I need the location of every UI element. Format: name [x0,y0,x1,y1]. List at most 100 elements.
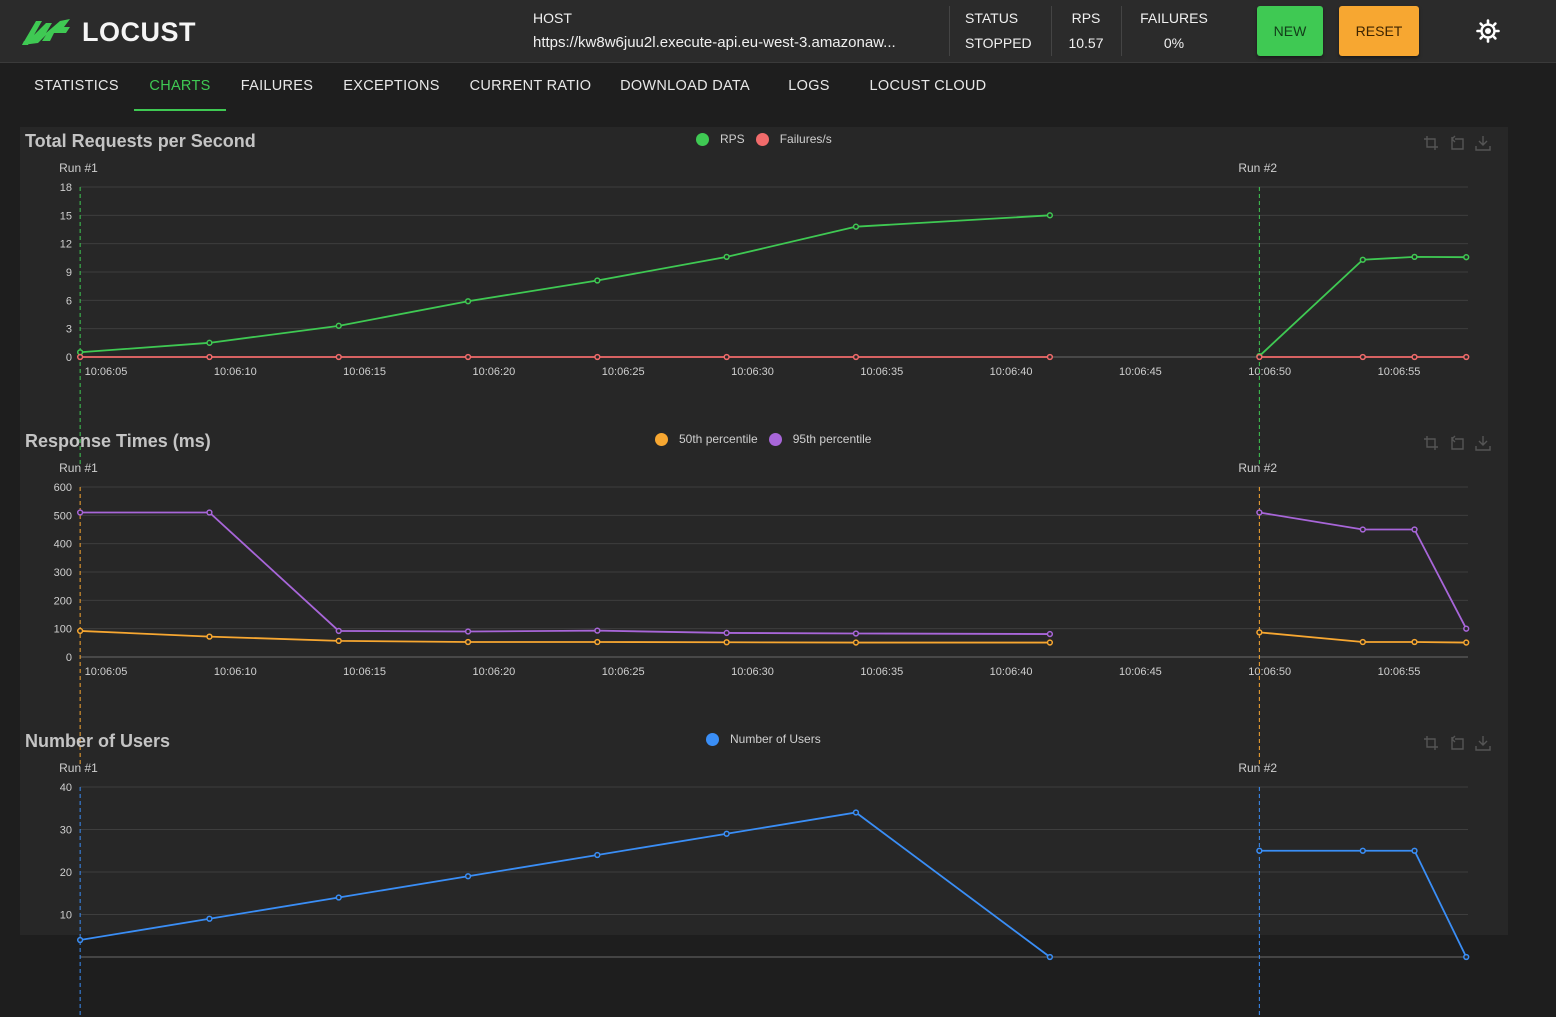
legend-dot [706,732,719,746]
y-tick-label: 3 [66,324,72,336]
tab-charts[interactable]: CHARTS [134,63,226,111]
users-chart[interactable]: 10 20 30 40 Run #1 Run #2 [20,747,1508,1017]
host-value: https://kw8w6juu2l.execute-api.eu-west-3… [533,34,896,51]
y-tick-label: 6 [66,295,72,307]
data-point [1359,526,1366,533]
y-tick-label: 0 [66,352,72,364]
legend-label: 95th percentile [792,432,872,446]
x-tick-label: 10:06:15 [343,366,386,378]
data-point [1256,509,1263,516]
data-point [723,353,730,361]
data-point [1463,353,1470,361]
locust-logo[interactable]: LOCUST [20,16,196,48]
data-point [1256,847,1263,854]
download-icon[interactable] [1475,435,1491,451]
x-tick-label: 10:06:35 [860,366,903,378]
charts-panel: Total Requests per Second RPS Failures/s… [20,127,1508,1017]
main-tabs: STATISTICS CHARTS FAILURES EXCEPTIONS CU… [0,63,1556,111]
response-times-chart[interactable]: 0 100 200 300 400 500 600 10:06:05 10:06:10 10:06… [20,447,1508,767]
data-point [723,830,730,837]
data-point [76,353,84,361]
data-point [594,627,601,634]
download-icon[interactable] [1475,735,1491,751]
data-point [206,339,213,346]
run-marker-label: Run #1 [59,461,98,475]
data-point [76,509,84,516]
legend-item-failures[interactable]: Failures/s [755,132,832,146]
x-tick-label: 10:06:10 [214,666,257,678]
x-tick-label: 10:06:20 [472,366,515,378]
data-point [206,353,213,361]
data-point [335,627,342,635]
x-tick-label: 10:06:05 [85,666,128,678]
restore-icon[interactable] [1449,735,1465,751]
legend-item-p50[interactable]: 50th percentile [655,432,758,446]
data-point [335,353,342,361]
x-tick-label: 10:06:25 [602,366,645,378]
failures-value: 0% [1163,35,1185,51]
x-tick-label: 10:06:30 [731,366,774,378]
tab-logs[interactable]: LOGS [788,78,830,94]
zoom-icon[interactable] [1423,735,1439,751]
legend-item-users[interactable]: Number of Users [706,732,821,746]
data-point [1046,953,1054,961]
legend-dot [655,432,668,446]
restore-icon[interactable] [1449,135,1465,151]
zoom-icon[interactable] [1423,435,1439,451]
x-tick-label: 10:06:15 [343,666,386,678]
y-tick-label: 15 [60,210,72,222]
data-point [723,253,730,261]
new-test-button[interactable]: NEW [1257,6,1323,56]
legend-label: RPS [720,132,745,146]
x-tick-label: 10:06:40 [990,366,1033,378]
failures-stat: FAILURES 0% [1138,10,1210,51]
x-tick-label: 10:06:30 [731,666,774,678]
tab-statistics[interactable]: STATISTICS [34,78,119,94]
y-tick-label: 30 [60,825,72,837]
data-point [1046,212,1054,219]
x-tick-label: 10:06:45 [1119,666,1162,678]
x-tick-label: 10:06:55 [1378,666,1421,678]
data-point [464,638,472,646]
series-line [1258,255,1467,357]
y-tick-label: 20 [60,867,72,879]
status-label: STATUS [965,10,1019,26]
tab-failures[interactable]: FAILURES [240,78,314,94]
tab-current-ratio[interactable]: CURRENT RATIO [469,78,592,94]
rps-label: RPS [1071,10,1101,26]
restore-icon[interactable] [1449,435,1465,451]
data-point [852,223,860,230]
run-marker-label: Run #2 [1238,761,1277,775]
chart-title: Total Requests per Second [25,131,256,151]
tab-locust-cloud[interactable]: LOCUST CLOUD [869,78,987,94]
divider [1051,6,1052,56]
theme-toggle-icon[interactable] [1476,19,1500,43]
chart-legend: 50th percentile 95th percentile [655,432,882,446]
rps-chart[interactable]: 0 3 6 9 12 15 18 10:06:05 10:06:10 10:06:15 10:06:… [20,147,1508,467]
x-tick-label: 10:06:40 [990,666,1033,678]
x-tick-label: 10:06:05 [85,366,128,378]
app-name: LOCUST [82,16,196,47]
chart-legend: RPS Failures/s [696,132,843,146]
series-line [1259,631,1467,644]
y-tick-label: 200 [54,595,72,607]
run-marker-label: Run #2 [1238,161,1277,175]
series-line [79,811,1051,958]
tab-exceptions[interactable]: EXCEPTIONS [343,78,440,94]
chart-toolbox [1423,135,1491,151]
run-marker-label: Run #1 [59,761,98,775]
legend-item-rps[interactable]: RPS [696,132,745,146]
data-point [1046,639,1054,646]
data-point [335,894,342,901]
data-point [1411,253,1418,261]
status-value: STOPPED [965,35,1032,51]
tab-download-data[interactable]: DOWNLOAD DATA [620,78,750,94]
reset-button[interactable]: RESET [1339,6,1419,56]
legend-item-p95[interactable]: 95th percentile [768,432,872,446]
zoom-icon[interactable] [1423,135,1439,151]
data-point [594,851,601,859]
data-point [1256,629,1263,636]
data-point [335,322,342,329]
download-icon[interactable] [1475,135,1491,151]
data-point [1411,353,1418,361]
